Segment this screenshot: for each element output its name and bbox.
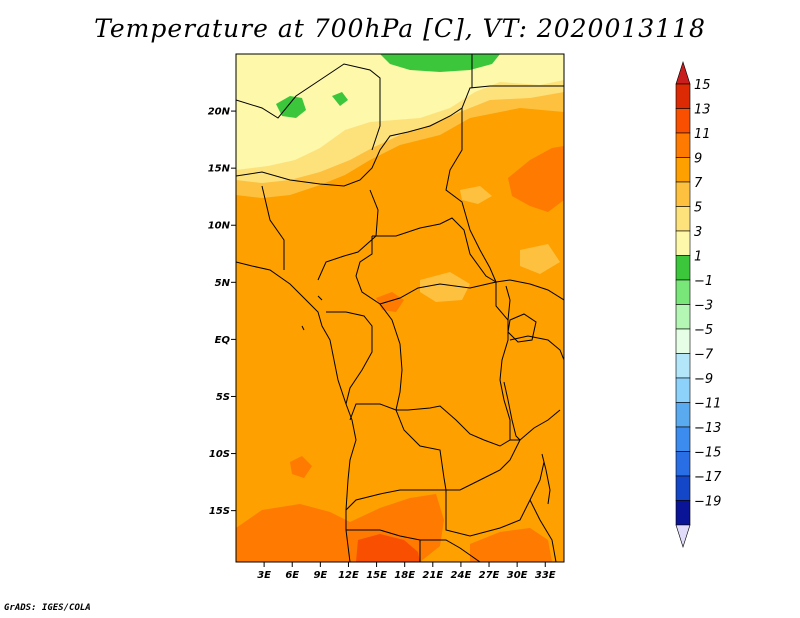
longitude-axis: 3E 6E 9E 12E 15E 18E 21E 24E 27E 30E 33E <box>257 562 556 581</box>
contour-band-3 <box>236 54 564 170</box>
colorbar-segment <box>675 377 691 403</box>
colorbar-label: −9 <box>694 372 713 387</box>
colorbar-segment <box>675 108 691 134</box>
colorbar-segment <box>675 157 691 183</box>
colorbar-label: −19 <box>694 495 721 510</box>
border-nigeria <box>261 185 379 281</box>
country-boundaries <box>236 54 564 562</box>
lon-tick-label: 24E <box>451 570 472 581</box>
contour-band-1-mid <box>332 92 348 106</box>
contour-band-11-ne <box>508 146 564 212</box>
colorbar-segment <box>675 304 691 330</box>
colorbar-segment <box>675 255 691 281</box>
contour-patch-7-ne <box>520 244 560 274</box>
colorbar-segment <box>675 402 691 428</box>
contour-patch-11-swl <box>290 456 312 478</box>
colorbar-segment <box>675 475 691 501</box>
colorbar-label: −15 <box>694 446 721 461</box>
colorbar-label: 9 <box>694 152 702 167</box>
temperature-field <box>236 54 564 562</box>
lon-tick-label: 27E <box>479 570 500 581</box>
colorbar: 15 13 11 9 7 5 3 1 −1 −3 −5 −7 −9 −11 −13 −15 −17 −19 <box>675 61 722 548</box>
border-mozambique <box>529 499 557 562</box>
lon-tick-label: 12E <box>338 570 359 581</box>
colorbar-segment <box>675 279 691 305</box>
coastline-west-africa <box>236 261 357 562</box>
border-sahara-north <box>236 63 381 151</box>
contour-patch-7-centre <box>420 272 470 302</box>
border-drc <box>379 282 511 447</box>
latitude-axis: 20N 15N 10N 5N EQ 5S 10S 15S <box>208 107 236 517</box>
lat-tick-label: 5N <box>215 278 231 289</box>
lon-tick-label: 9E <box>313 570 327 581</box>
border-sahel <box>236 85 564 187</box>
contour-patch-7-east <box>460 186 492 204</box>
border-namibia-botswana <box>346 529 481 562</box>
lon-tick-label: 15E <box>366 570 387 581</box>
map-frame <box>235 53 565 563</box>
colorbar-label: 3 <box>694 225 702 240</box>
lon-tick-label: 33E <box>535 570 556 581</box>
colorbar-segment <box>675 328 691 354</box>
coastline-lake-malawi <box>541 453 551 505</box>
border-chad-sudan <box>445 108 497 283</box>
colorbar-segment <box>675 230 691 256</box>
colorbar-label: 1 <box>694 250 702 265</box>
border-east-africa <box>495 279 564 321</box>
contour-band-1-north <box>380 54 500 72</box>
lon-tick-label: 30E <box>507 570 528 581</box>
colorbar-label: 5 <box>694 201 702 216</box>
border-car <box>355 217 498 305</box>
colorbar-segment <box>675 181 691 207</box>
lat-tick-label: 10N <box>208 221 231 232</box>
border-cameroon-gabon <box>326 311 373 405</box>
colorbar-label: −11 <box>694 397 721 412</box>
colorbar-label: −5 <box>694 323 713 338</box>
lat-tick-label: EQ <box>215 335 231 346</box>
colorbar-label: −1 <box>694 274 713 289</box>
lat-tick-label: 20N <box>208 107 231 118</box>
colorbar-label: −13 <box>694 421 721 436</box>
contour-band-11-sw <box>236 504 364 562</box>
lat-tick-label: 5S <box>216 392 230 403</box>
colorbar-segment <box>675 83 691 109</box>
credit-text: GrADS: IGES/COLA <box>4 603 91 613</box>
colorbar-label: 7 <box>694 176 703 191</box>
lon-tick-label: 3E <box>257 570 271 581</box>
colorbar-segment <box>675 451 691 477</box>
page-title: Temperature at 700hPa [C], VT: 202001311… <box>94 14 706 43</box>
colorbar-label: −7 <box>694 348 714 363</box>
colorbar-bottom-arrow <box>675 524 691 548</box>
lon-tick-label: 6E <box>285 570 299 581</box>
contour-patch-11-centre <box>376 292 404 312</box>
colorbar-segment <box>675 426 691 452</box>
colorbar-label: −3 <box>694 299 713 314</box>
coastline-bay-of-guinea-islands <box>301 295 323 331</box>
coastline-lake-tanganyika <box>503 381 521 441</box>
colorbar-top-arrow <box>675 61 691 85</box>
colorbar-segment <box>675 353 691 379</box>
lat-tick-label: 15S <box>209 506 230 517</box>
colorbar-segment <box>675 500 691 526</box>
border-tanzania <box>509 335 564 441</box>
colorbar-label: 11 <box>694 127 711 142</box>
lon-tick-label: 21E <box>422 570 443 581</box>
colorbar-segment <box>675 206 691 232</box>
contour-band-13-south <box>356 534 420 562</box>
lon-tick-label: 18E <box>394 570 415 581</box>
lat-tick-label: 15N <box>208 164 231 175</box>
lat-tick-label: 10S <box>209 449 230 460</box>
contour-band-11-se <box>470 528 552 562</box>
colorbar-label: 15 <box>694 78 711 93</box>
colorbar-segment <box>675 132 691 158</box>
colorbar-label: 13 <box>694 103 711 118</box>
colorbar-label: −17 <box>694 470 722 485</box>
contour-band-1-west <box>276 96 306 118</box>
